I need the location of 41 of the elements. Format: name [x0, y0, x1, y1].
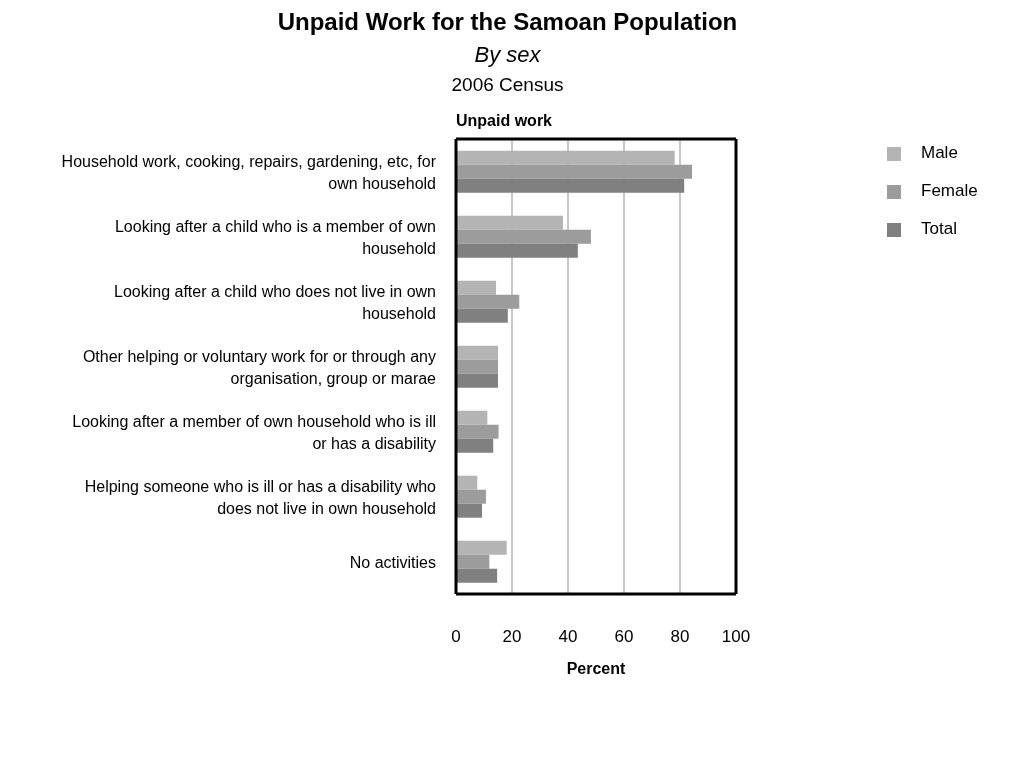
bar	[456, 294, 520, 309]
x-tick-label: 60	[614, 627, 634, 647]
legend-label: Total	[921, 219, 957, 238]
text: 2006 Census	[450, 74, 565, 96]
bar	[456, 243, 578, 258]
bar	[456, 308, 508, 323]
chart-subtitle: By sex	[473, 42, 542, 68]
bar	[456, 410, 488, 425]
x-axis-title: Percent	[566, 660, 627, 677]
bar	[456, 229, 591, 244]
bar	[456, 568, 498, 583]
bar	[456, 280, 497, 295]
x-tick-label: 20	[502, 627, 522, 647]
y-axis-title: Unpaid work	[456, 112, 553, 131]
y-tick-label: Other helping or voluntary work for or through any organisation, group or marae	[82, 347, 437, 386]
legend-label: Female	[921, 181, 978, 200]
bar	[456, 359, 498, 374]
x-tick-label: 40	[558, 627, 578, 647]
bar	[456, 503, 483, 518]
y-tick-label: Looking after a member of own household who is ill or has a disability	[72, 412, 436, 451]
y-tick-label: No activities	[349, 553, 436, 570]
x-tick-label: 80	[670, 627, 690, 647]
bar	[456, 215, 563, 230]
bar	[456, 489, 486, 504]
y-tick-label: Helping someone who is ill or has a disability who does not live in own household	[84, 477, 437, 516]
bar	[456, 424, 499, 439]
bar	[456, 178, 685, 193]
x-tick-label: 100	[721, 627, 751, 647]
legend-label: Male	[921, 143, 958, 162]
bar	[456, 373, 498, 388]
y-tick-label: Looking after a child who is a member of own household	[114, 217, 436, 256]
bar	[456, 540, 507, 555]
x-tick-label: 0	[451, 627, 461, 647]
bar	[456, 164, 693, 179]
bar	[456, 554, 490, 569]
chart-title: Unpaid Work for the Samoan Population	[276, 8, 739, 36]
y-tick-label: Looking after a child who does not live in own household	[114, 282, 436, 321]
bar	[456, 345, 498, 360]
bar	[456, 150, 675, 165]
bar	[456, 438, 494, 453]
y-tick-label: Household work, cooking, repairs, gardening, etc, for own household	[61, 152, 437, 191]
